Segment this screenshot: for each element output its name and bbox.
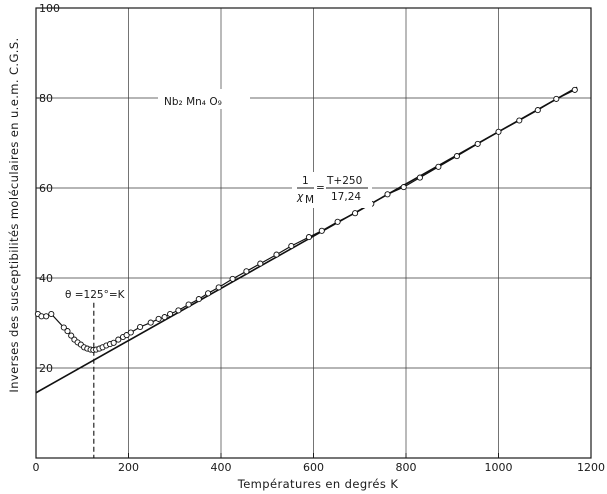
- data-point: [400, 184, 407, 191]
- data-point: [205, 290, 212, 297]
- data-point: [195, 296, 202, 303]
- equation-rhs-numerator: T+250: [326, 175, 362, 187]
- data-point: [243, 268, 250, 275]
- ticks-layer: 0 200 400 600 800 1000 1200 20 40 60 80 100: [33, 2, 606, 474]
- grid-layer: [36, 8, 591, 458]
- equation-bg: [292, 172, 372, 208]
- x-tick-label: 600: [303, 461, 324, 474]
- x-tick-label: 200: [118, 461, 139, 474]
- data-point: [68, 332, 75, 339]
- data-point: [64, 328, 71, 335]
- data-point: [155, 315, 162, 322]
- y-tick-label: 100: [39, 2, 60, 15]
- x-tick-label: 1000: [485, 461, 513, 474]
- data-point: [137, 323, 144, 331]
- compound-label: Nb₂ Mn₄ O₉: [164, 96, 222, 108]
- equation-lhs-denominator: χ: [296, 191, 304, 203]
- data-point: [115, 336, 122, 343]
- equation-rhs-denominator: 17,24: [331, 191, 361, 203]
- data-point: [110, 339, 117, 346]
- y-axis-title: Inverses des susceptibilités moléculaire…: [7, 37, 21, 392]
- data-point: [453, 153, 460, 160]
- data-point: [352, 210, 359, 217]
- equation-lhs-subscript: M: [305, 194, 314, 206]
- data-point: [305, 234, 312, 241]
- x-axis-title: Températures en degrés K: [237, 477, 399, 491]
- data-point: [167, 310, 174, 318]
- measured-curve: [37, 89, 576, 351]
- data-point: [175, 307, 182, 314]
- y-tick-label: 20: [39, 362, 53, 375]
- data-point: [416, 174, 423, 181]
- data-point: [516, 117, 523, 124]
- data-point: [288, 242, 295, 250]
- data-point: [229, 275, 236, 282]
- data-point: [257, 260, 264, 267]
- data-point: [60, 324, 67, 331]
- data-point: [43, 313, 50, 320]
- data-point: [215, 284, 222, 291]
- data-point: [161, 314, 168, 321]
- data-point: [48, 310, 55, 318]
- data-point: [123, 332, 130, 339]
- equation-equals-sign: =: [316, 182, 325, 194]
- x-tick-label: 800: [396, 461, 417, 474]
- y-tick-label: 80: [39, 92, 53, 105]
- data-point: [185, 301, 192, 308]
- x-tick-label: 0: [33, 461, 40, 474]
- x-tick-label: 400: [211, 461, 232, 474]
- data-point: [495, 128, 502, 135]
- y-tick-label: 60: [39, 182, 53, 195]
- data-point: [474, 140, 481, 147]
- x-tick-label: 1200: [577, 461, 605, 474]
- theta-label: θ =125°=K: [65, 289, 126, 301]
- data-point: [571, 86, 578, 93]
- data-point: [435, 163, 442, 170]
- y-tick-label: 40: [39, 272, 53, 285]
- equation-lhs-numerator: 1: [302, 175, 309, 187]
- data-point: [318, 227, 325, 234]
- data-point: [334, 218, 341, 225]
- series-layer: [34, 86, 578, 458]
- data-point: [384, 191, 391, 198]
- data-point: [147, 319, 154, 326]
- data-point: [127, 329, 134, 336]
- data-point: [273, 251, 280, 258]
- data-point: [534, 107, 541, 114]
- anno-layer: Nb₂ Mn₄ O₉ 1 χ M = T+250 17,24 θ =125°=K: [65, 89, 372, 301]
- compound-label-bg: [158, 89, 250, 109]
- data-point: [553, 95, 560, 102]
